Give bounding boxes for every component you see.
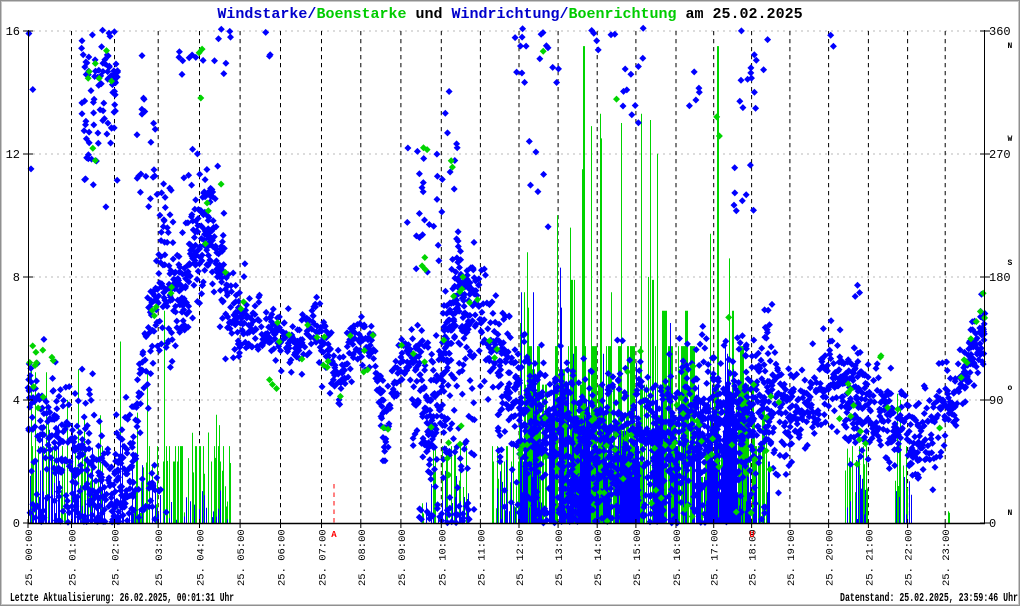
svg-text:25. 23:00: 25. 23:00 [941,529,953,586]
svg-text:25. 14:00: 25. 14:00 [593,529,605,586]
svg-text:25. 22:00: 25. 22:00 [904,529,916,586]
svg-text:16: 16 [6,25,20,39]
svg-text:25. 03:00: 25. 03:00 [154,529,166,586]
svg-text:Windstarke/Boenstarke und Wind: Windstarke/Boenstarke und Windrichtung/B… [217,6,802,23]
svg-text:25. 02:00: 25. 02:00 [111,529,123,586]
svg-text:25. 04:00: 25. 04:00 [196,529,208,586]
svg-text:270: 270 [989,148,1011,162]
svg-text:90: 90 [989,394,1003,408]
svg-text:Datenstand: 25.02.2025, 23:59:: Datenstand: 25.02.2025, 23:59:46 Uhr [840,592,1018,605]
svg-text:0: 0 [989,517,996,531]
svg-text:W: W [1008,135,1013,144]
svg-text:25. 19:00: 25. 19:00 [786,529,798,586]
svg-text:25. 06:00: 25. 06:00 [277,529,289,586]
svg-text:25. 01:00: 25. 01:00 [68,529,80,586]
svg-text:25. 12:00: 25. 12:00 [515,529,527,586]
svg-text:o: o [1008,384,1013,393]
svg-text:25. 18:00: 25. 18:00 [748,529,760,586]
svg-text:A: A [331,530,337,540]
svg-text:25. 16:00: 25. 16:00 [672,529,684,586]
svg-text:25. 15:00: 25. 15:00 [632,529,644,586]
svg-text:25. 00:00: 25. 00:00 [24,529,36,586]
svg-text:S: S [1008,259,1013,268]
svg-text:N: N [1008,42,1013,51]
svg-text:4: 4 [13,394,20,408]
svg-text:25. 13:00: 25. 13:00 [554,529,566,586]
svg-text:25. 07:00: 25. 07:00 [318,529,330,586]
svg-text:N: N [1008,509,1013,518]
svg-text:180: 180 [989,271,1011,285]
svg-text:25. 08:00: 25. 08:00 [357,529,369,586]
svg-text:25. 05:00: 25. 05:00 [236,529,248,586]
svg-text:25. 17:00: 25. 17:00 [710,529,722,586]
svg-text:360: 360 [989,25,1011,39]
svg-text:8: 8 [13,271,20,285]
svg-text:25. 09:00: 25. 09:00 [397,529,409,586]
svg-text:25. 10:00: 25. 10:00 [437,529,449,586]
svg-text:Letzte Aktualisierung: 26.02.2: Letzte Aktualisierung: 26.02.2025, 00:01… [10,592,234,605]
svg-text:25. 20:00: 25. 20:00 [825,529,837,586]
svg-text:25. 11:00: 25. 11:00 [476,529,488,586]
svg-text:25. 21:00: 25. 21:00 [864,529,876,586]
svg-text:12: 12 [6,148,20,162]
svg-text:U: U [749,530,754,540]
svg-text:0: 0 [13,517,20,531]
